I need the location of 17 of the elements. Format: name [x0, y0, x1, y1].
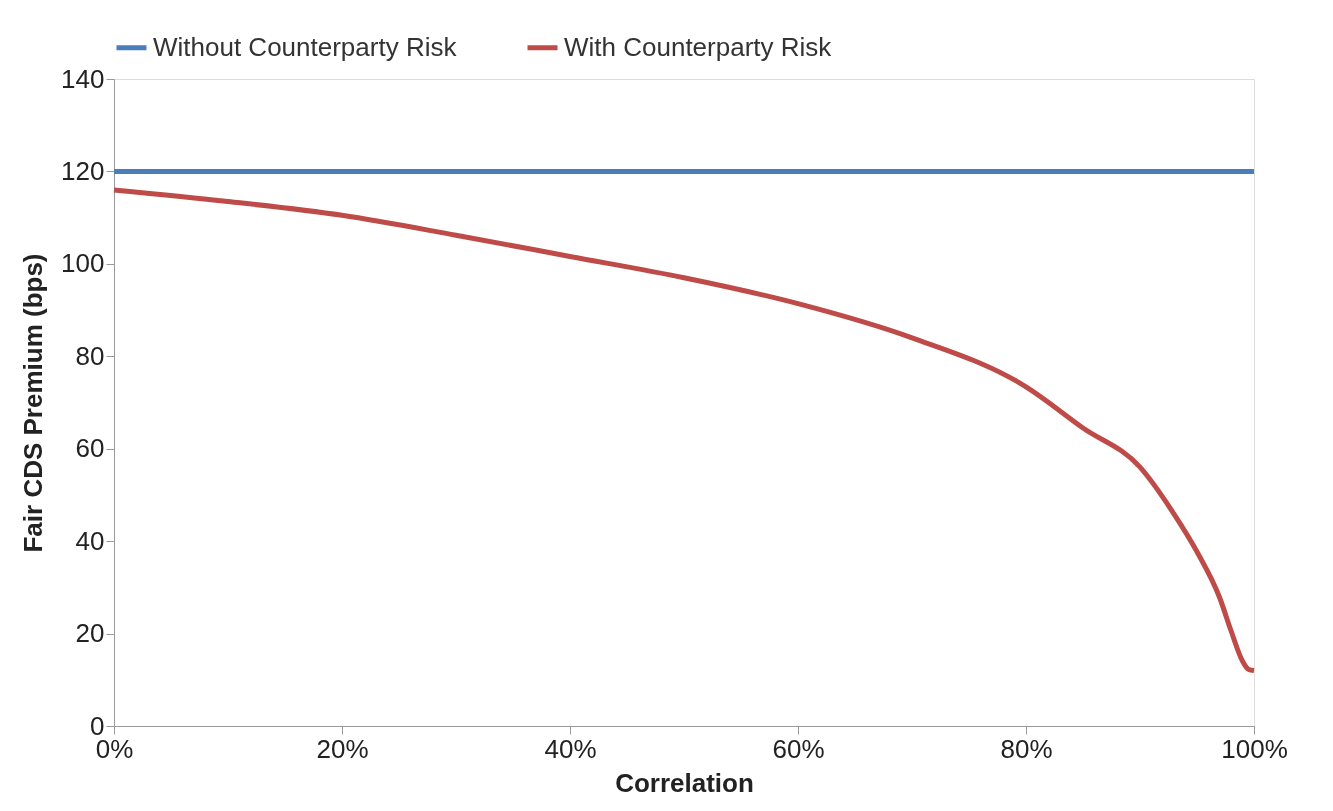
legend-label: Without Counterparty Risk — [153, 31, 458, 62]
x-tick-label: 100% — [1221, 733, 1288, 764]
x-tick-label: 60% — [772, 733, 825, 764]
x-axis-title: Correlation — [615, 767, 754, 798]
y-axis-title: Fair CDS Premium (bps) — [18, 253, 49, 553]
y-tick-label: 0 — [90, 710, 105, 741]
legend-label: With Counterparty Risk — [564, 31, 833, 62]
x-tick-label: 80% — [1000, 733, 1053, 764]
x-tick-label: 40% — [544, 733, 597, 764]
y-tick-label: 60 — [75, 433, 105, 464]
y-tick-label: 40 — [75, 525, 105, 556]
y-tick-label: 20 — [75, 618, 105, 649]
y-tick-label: 140 — [61, 63, 105, 94]
y-tick-label: 120 — [61, 155, 105, 186]
x-tick-label: 20% — [316, 733, 369, 764]
y-tick-label: 100 — [61, 248, 105, 279]
y-tick-label: 80 — [75, 340, 105, 371]
